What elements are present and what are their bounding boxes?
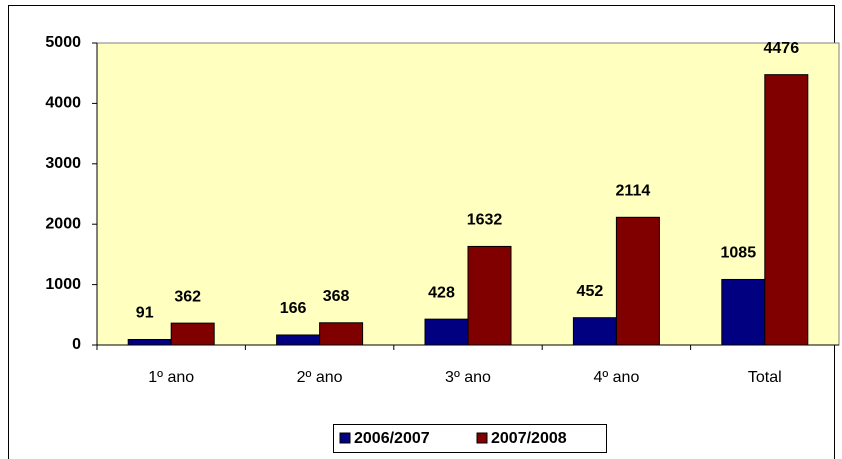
value-label: 1632: [467, 212, 503, 229]
x-tick-label: 2º ano: [297, 369, 343, 386]
value-label: 362: [174, 288, 201, 305]
legend-box: [333, 424, 607, 453]
bar: [170, 322, 215, 346]
bar: [572, 317, 617, 346]
bar: [615, 216, 660, 346]
value-label: 2114: [616, 183, 651, 200]
x-tick-label: 3º ano: [445, 369, 491, 386]
bar: [319, 322, 364, 346]
y-tick-label: 1000: [45, 276, 81, 293]
y-tick-label: 0: [72, 336, 81, 353]
bar: [127, 339, 172, 346]
value-label: 428: [428, 284, 455, 301]
x-tick-label: 1º ano: [148, 369, 194, 386]
y-tick-label: 2000: [45, 215, 81, 232]
y-tick-label: 4000: [45, 95, 81, 112]
value-label: 368: [323, 288, 350, 305]
value-label: 166: [280, 300, 307, 317]
x-tick-label: 4º ano: [593, 369, 639, 386]
bar: [467, 245, 512, 346]
legend-label: 2006/2007: [354, 430, 430, 447]
legend-swatch: [339, 432, 351, 444]
value-label: 452: [577, 283, 604, 300]
legend-swatch: [476, 432, 488, 444]
x-tick-label: Total: [748, 369, 782, 386]
value-label: 4476: [764, 40, 800, 57]
value-label: 91: [136, 305, 154, 322]
bar: [764, 74, 809, 346]
bar: [424, 318, 469, 346]
bar: [276, 334, 321, 346]
bar: [721, 278, 766, 346]
legend-label: 2007/2008: [491, 430, 567, 447]
y-tick-label: 3000: [45, 155, 81, 172]
y-tick-label: 5000: [45, 34, 81, 51]
value-label: 1085: [721, 245, 757, 262]
